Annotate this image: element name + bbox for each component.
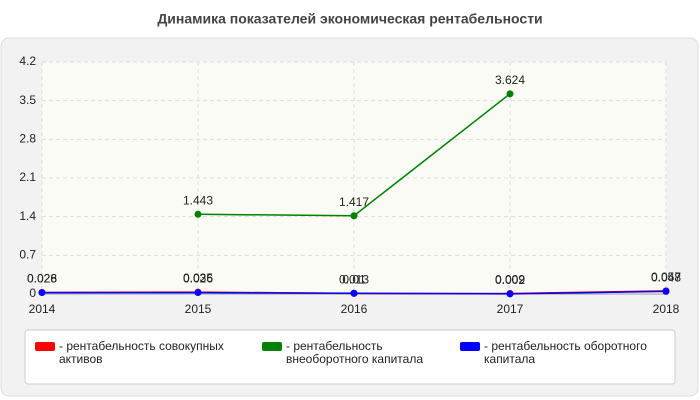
value-label: 0.026	[183, 272, 213, 286]
value-label: 0.026	[27, 272, 57, 286]
value-label: 0.057	[651, 270, 681, 284]
legend-swatch	[35, 342, 55, 351]
x-tick-label: 2014	[29, 302, 56, 316]
legend-entry: - рентабельность оборотного капитала	[460, 340, 660, 366]
x-tick-label: 2015	[185, 302, 212, 316]
y-tick-label: 0.7	[19, 248, 36, 262]
x-tick-label: 2016	[341, 302, 368, 316]
value-label: 1.417	[339, 195, 369, 209]
legend-entry: - рентабельность совокупных активов	[35, 340, 250, 366]
value-label: 0.048	[651, 271, 681, 285]
legend-label: - рентабельность оборотного капитала	[484, 339, 647, 366]
point	[194, 210, 202, 218]
legend-label: - рентабельность совокупных активов	[59, 339, 224, 366]
chart-title: Динамика показателей экономическая рента…	[157, 11, 542, 27]
value-label: 0.028	[27, 272, 57, 286]
value-label: 1.443	[183, 193, 213, 207]
y-tick-label: 2.8	[19, 132, 36, 146]
y-tick-label: 0	[29, 286, 36, 300]
value-label: 0.013	[339, 272, 369, 286]
value-label: 0.01	[342, 273, 366, 287]
y-tick-label: 4.2	[19, 54, 36, 68]
point	[350, 212, 358, 220]
point	[350, 289, 358, 297]
value-label: 3.624	[495, 73, 525, 87]
point	[506, 90, 514, 98]
x-tick-label: 2018	[653, 302, 680, 316]
legend-box	[24, 329, 676, 385]
point	[506, 290, 514, 298]
legend-entry: - рентабельность внеоборотного капитала	[262, 340, 462, 366]
point	[38, 289, 46, 297]
legend-swatch	[262, 342, 282, 351]
y-tick-label: 1.4	[19, 209, 36, 223]
legend-swatch	[460, 342, 480, 351]
value-label: 0.035	[183, 271, 213, 285]
y-tick-label: 3.5	[19, 93, 36, 107]
value-label: 0.009	[495, 273, 525, 287]
point	[662, 287, 670, 295]
legend-label: - рентабельность внеоборотного капитала	[286, 339, 423, 366]
x-tick-label: 2017	[497, 302, 524, 316]
point	[194, 289, 202, 297]
y-tick-label: 2.1	[19, 170, 36, 184]
value-label: 0.002	[495, 273, 525, 287]
